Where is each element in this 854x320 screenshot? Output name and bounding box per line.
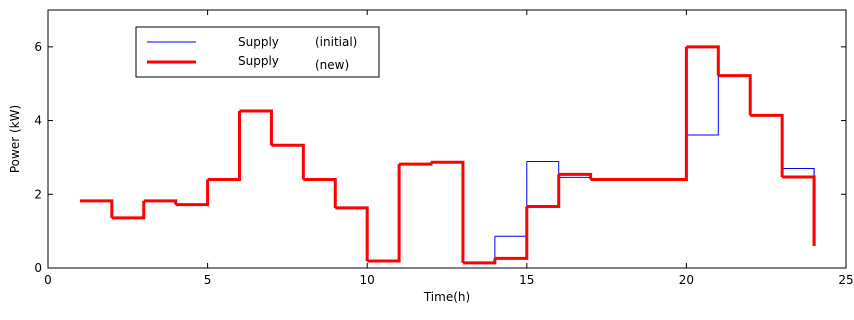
series-layer xyxy=(79,45,816,265)
step-segment xyxy=(239,110,272,146)
step-segment xyxy=(526,174,561,208)
step-segment xyxy=(303,179,336,208)
step-segment xyxy=(367,164,400,262)
step-segment xyxy=(79,199,114,218)
step-segment xyxy=(558,176,592,180)
step-segment xyxy=(494,206,529,260)
legend-label-new: Supply xyxy=(238,54,279,68)
legend-tag-initial: (initial) xyxy=(315,35,357,49)
y-axis-label: Power (kW) xyxy=(8,105,22,173)
step-segment xyxy=(782,175,816,246)
step-segment xyxy=(686,75,719,136)
step-segment xyxy=(750,113,784,177)
x-tick-label: 20 xyxy=(679,273,694,287)
step-segment xyxy=(239,109,273,146)
step-segment xyxy=(462,258,497,265)
step-segment xyxy=(335,206,369,261)
step-segment xyxy=(271,144,304,180)
x-tick-label: 0 xyxy=(44,273,52,287)
legend: Supply (initial) Supply (new) xyxy=(135,26,380,78)
step-segment xyxy=(431,160,465,263)
step-segment xyxy=(207,110,242,182)
y-tick-label: 2 xyxy=(34,187,42,201)
x-tick-label: 15 xyxy=(519,273,534,287)
step-segment xyxy=(718,74,752,116)
step-segment xyxy=(175,179,209,206)
y-tick-label: 4 xyxy=(34,114,42,128)
step-segment xyxy=(143,199,178,205)
step-segment xyxy=(335,207,368,261)
step-segment xyxy=(111,200,146,220)
step-segment xyxy=(367,164,401,263)
x-tick-label: 10 xyxy=(360,273,375,287)
step-segment xyxy=(431,161,464,263)
step-segment xyxy=(654,46,688,182)
step-segment xyxy=(271,143,305,180)
step-segment xyxy=(175,179,210,207)
step-segment xyxy=(79,200,113,218)
step-segment xyxy=(654,134,687,181)
x-tick-label: 25 xyxy=(838,273,853,287)
plot-area xyxy=(47,9,847,269)
y-tick-label: 6 xyxy=(34,40,42,54)
step-segment xyxy=(718,75,751,116)
x-axis-label: Time(h) xyxy=(423,290,470,304)
step-segment xyxy=(303,178,337,208)
step-segment xyxy=(494,161,528,237)
step-segment xyxy=(558,172,593,180)
axes-frame xyxy=(47,9,847,269)
tick-layer: 0 5 10 15 20 25 0 2 4 6 xyxy=(34,10,854,287)
step-segment xyxy=(526,160,560,178)
step-segment xyxy=(782,167,815,246)
series-new xyxy=(79,45,816,265)
step-segment xyxy=(462,236,496,264)
legend-label-initial: Supply xyxy=(238,35,279,49)
legend-tag-new: (new) xyxy=(315,58,349,72)
y-tick-label: 0 xyxy=(34,261,42,275)
step-segment xyxy=(686,45,720,76)
legend-box xyxy=(135,26,380,78)
step-segment xyxy=(207,110,241,181)
x-tick-label: 5 xyxy=(204,273,212,287)
step-segment xyxy=(399,162,433,166)
series-initial xyxy=(79,75,815,264)
step-segment xyxy=(111,200,145,219)
step-segment xyxy=(750,114,783,169)
